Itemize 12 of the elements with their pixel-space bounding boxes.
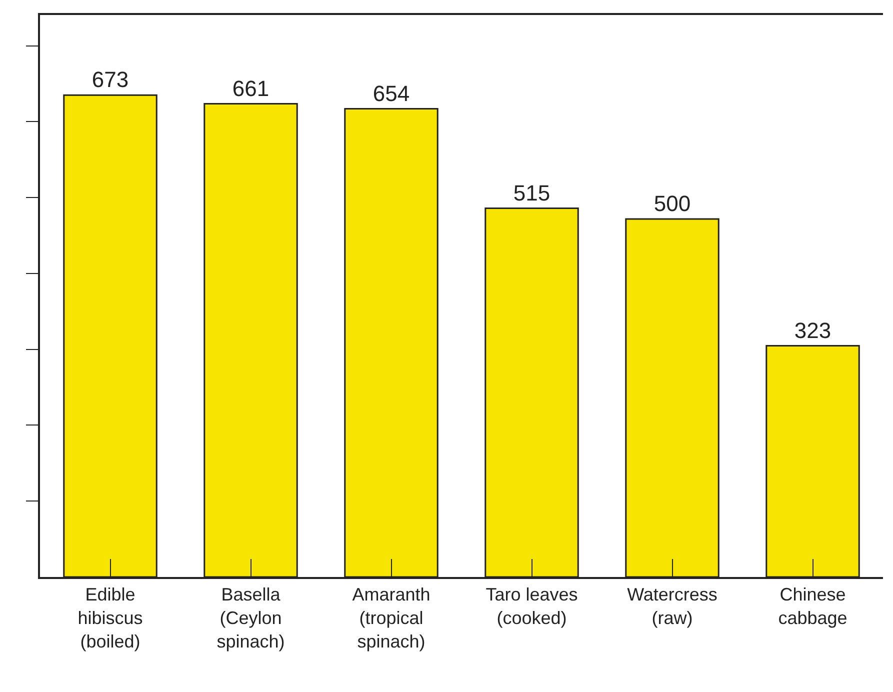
x-tick-label: Basella (Ceylon spinach) <box>216 584 285 652</box>
x-tick-label: Watercress (raw) <box>627 584 718 628</box>
data-label: 673 <box>92 67 129 92</box>
data-label: 515 <box>513 180 550 206</box>
data-label: 500 <box>654 191 691 216</box>
data-label: 654 <box>372 80 410 106</box>
x-tick-label: Taro leaves (cooked) <box>486 584 578 628</box>
x-tick-label: Amaranth (tropical spinach) <box>352 584 430 652</box>
data-label: 323 <box>794 318 832 343</box>
x-tick-label: Edible hibiscus (boiled) <box>78 584 143 652</box>
data-label: 661 <box>232 76 270 101</box>
x-tick-label: Chinese cabbage <box>778 584 848 628</box>
